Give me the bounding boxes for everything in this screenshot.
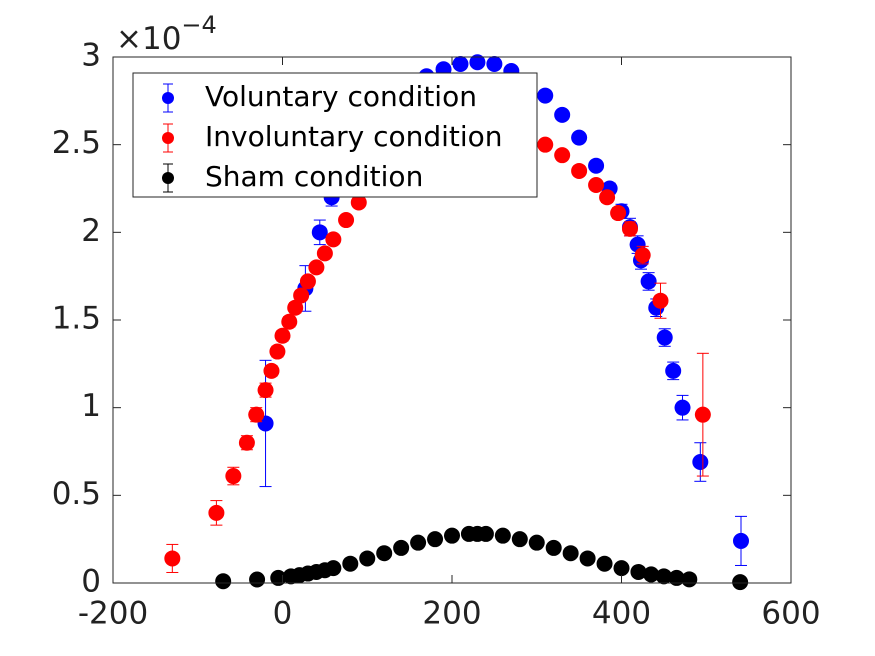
marker [263, 362, 280, 379]
marker [215, 573, 232, 590]
marker [427, 531, 444, 548]
marker [665, 362, 682, 379]
marker [643, 566, 660, 583]
y-multiplier-exponent: −4 [181, 11, 216, 39]
legend-label: Involuntary condition [205, 120, 503, 153]
marker [630, 563, 647, 580]
marker [393, 539, 410, 556]
marker [444, 527, 460, 544]
marker [655, 568, 672, 585]
marker [621, 220, 638, 237]
marker [545, 539, 562, 556]
x-tick-label: 600 [761, 596, 820, 632]
legend-marker [162, 83, 174, 113]
marker [299, 273, 316, 290]
marker [293, 287, 310, 304]
marker [376, 545, 393, 562]
marker [287, 299, 304, 316]
marker [588, 176, 605, 193]
marker [225, 468, 242, 485]
marker [486, 56, 503, 73]
marker [571, 162, 588, 179]
marker [248, 406, 265, 423]
marker [571, 129, 588, 146]
marker [238, 434, 255, 451]
marker [732, 574, 749, 591]
marker [596, 555, 613, 572]
marker [599, 189, 616, 206]
y-tick-label: 2.5 [52, 125, 101, 161]
marker [269, 343, 286, 360]
marker [477, 525, 494, 542]
marker [249, 571, 266, 588]
marker [579, 550, 596, 567]
legend-dot [162, 92, 174, 104]
marker [511, 531, 528, 548]
marker [554, 106, 571, 123]
marker [494, 527, 511, 544]
marker [668, 569, 685, 586]
legend-label: Sham condition [205, 160, 423, 193]
marker [634, 247, 651, 264]
y-tick-label: 0.5 [52, 476, 101, 512]
x-tick-label: 0 [273, 596, 293, 632]
marker [640, 273, 657, 290]
marker [732, 532, 749, 549]
marker [311, 224, 328, 241]
series [215, 525, 749, 591]
marker [325, 560, 342, 577]
legend-marker [162, 123, 174, 153]
x-tick-label: 200 [422, 596, 481, 632]
y-multiplier-base: ×10 [116, 21, 181, 57]
legend-dot [162, 132, 174, 144]
marker [469, 54, 486, 71]
marker [359, 550, 376, 567]
marker [588, 157, 605, 174]
marker [281, 313, 298, 330]
marker [308, 259, 325, 276]
marker [613, 560, 630, 577]
legend-marker [162, 163, 174, 193]
marker [164, 550, 181, 567]
marker [452, 56, 469, 73]
marker [610, 205, 627, 222]
y-multiplier: ×10−4 [116, 11, 217, 57]
marker [674, 399, 691, 416]
marker [537, 87, 554, 104]
x-tick-label: 400 [592, 596, 651, 632]
marker [316, 245, 333, 262]
marker [562, 545, 579, 562]
y-tick-label: 3 [81, 38, 101, 74]
marker [342, 555, 359, 572]
legend: Voluntary condition Involuntary condition… [132, 72, 538, 198]
marker [692, 454, 709, 471]
y-tick-label: 2 [81, 213, 101, 249]
marker [554, 147, 571, 164]
y-tick-label: 1 [81, 388, 101, 424]
marker [681, 571, 698, 588]
x-tick-label: -200 [78, 596, 148, 632]
marker [656, 329, 673, 346]
marker [652, 292, 669, 309]
legend-box [132, 72, 538, 198]
marker [338, 212, 355, 229]
marker [537, 136, 554, 153]
marker [257, 382, 274, 399]
marker [694, 406, 711, 423]
y-tick-label: 1.5 [52, 301, 101, 337]
legend-dot [162, 172, 174, 184]
marker [410, 534, 427, 551]
marker [274, 327, 291, 344]
y-tick-label: 0 [81, 564, 101, 600]
marker [208, 504, 225, 521]
marker [350, 194, 367, 211]
legend-label: Voluntary condition [205, 80, 477, 113]
marker [528, 534, 545, 551]
marker [325, 231, 342, 248]
